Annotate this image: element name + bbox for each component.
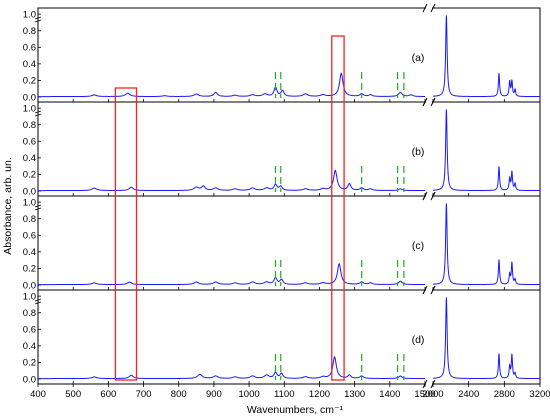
x-tick-label: 1300 xyxy=(344,389,365,400)
y-tick-label: 0.0 xyxy=(23,280,36,291)
x-tick-label: 800 xyxy=(171,389,187,400)
spectrum-line-fingerprint xyxy=(38,262,426,286)
spectrum-line-fingerprint xyxy=(38,355,425,380)
axis-break-mark xyxy=(422,191,428,201)
highlight-box xyxy=(114,87,138,381)
spectrum-panel: 0.0 0.2 0.4 0.6 0.8 1.0 (d) xyxy=(23,285,541,389)
x-tick-label: 3200 xyxy=(529,389,550,400)
y-tick-label: 1.0 xyxy=(23,9,36,20)
y-break-mark xyxy=(34,113,42,117)
y-tick-label: 0.4 xyxy=(23,153,36,164)
y-tick-label: 0.0 xyxy=(23,92,36,103)
y-tick-label: 0.6 xyxy=(23,231,36,242)
spectrum-line-high xyxy=(432,109,540,192)
y-break-mark xyxy=(34,16,42,20)
x-tick-label: 400 xyxy=(30,389,46,400)
axis-break-mark xyxy=(430,285,436,295)
spectrum-line-high xyxy=(432,297,540,380)
x-tick-label: 1100 xyxy=(274,389,294,400)
x-tick-label: 1500 xyxy=(414,389,435,400)
x-tick-label: 700 xyxy=(136,389,152,400)
spectrum-line-fingerprint xyxy=(38,72,425,98)
y-break-mark xyxy=(34,19,42,23)
axis-break-mark xyxy=(422,3,428,13)
y-break-mark xyxy=(34,110,42,114)
axis-break-mark xyxy=(430,3,436,13)
y-tick-label: 0.8 xyxy=(23,26,36,37)
y-tick-label: 1.0 xyxy=(23,197,36,208)
y-tick-label: 0.8 xyxy=(23,308,36,319)
spectrum-panel: 0.0 0.2 0.4 0.6 0.8 1.0 (a) xyxy=(23,3,541,107)
highlight-box xyxy=(331,35,345,381)
y-tick-label: 0.2 xyxy=(23,170,36,181)
y-tick-label: 0.8 xyxy=(23,214,36,225)
y-break-mark xyxy=(34,204,42,208)
panel-label: (c) xyxy=(412,240,424,252)
x-tick-label: 2800 xyxy=(494,389,515,400)
spectrum-panel: 0.0 0.2 0.4 0.6 0.8 1.0 (c) xyxy=(23,191,541,295)
panel-label: (a) xyxy=(412,52,425,64)
y-tick-label: 0.0 xyxy=(23,374,36,385)
axis-break-gap xyxy=(426,192,432,200)
panel-frame xyxy=(37,101,541,197)
panel-frame xyxy=(37,289,541,385)
panel-frame xyxy=(37,195,541,291)
x-tick-label: 500 xyxy=(65,389,81,400)
y-tick-label: 0.4 xyxy=(23,247,36,258)
x-tick-label: 1400 xyxy=(379,389,400,400)
y-tick-label: 1.0 xyxy=(23,103,36,114)
y-tick-label: 0.6 xyxy=(23,325,36,336)
panel-label: (d) xyxy=(412,334,425,346)
panel-frame xyxy=(37,7,541,103)
spectrum-line-high xyxy=(432,203,540,286)
axis-break-gap xyxy=(426,380,432,388)
y-tick-label: 0.2 xyxy=(23,76,36,87)
axis-break-mark xyxy=(430,191,436,201)
x-tick-label: 2400 xyxy=(458,389,479,400)
y-tick-label: 0.0 xyxy=(23,186,36,197)
panel-label: (b) xyxy=(412,146,425,158)
x-axis: 400 500 600 700 800 900 1000 1100 1200 1300 1400 15… xyxy=(30,384,550,400)
y-tick-label: 0.6 xyxy=(23,43,36,54)
x-tick-label: 1000 xyxy=(239,389,260,400)
y-tick-label: 0.6 xyxy=(23,137,36,148)
y-tick-label: 0.4 xyxy=(23,59,36,70)
y-tick-label: 0.4 xyxy=(23,341,36,352)
axis-break-mark xyxy=(430,97,436,107)
x-tick-label: 600 xyxy=(100,389,116,400)
axis-break-mark xyxy=(422,97,428,107)
y-axis-title: Absorbance, arb. un. xyxy=(2,157,14,254)
spectrum-line-fingerprint xyxy=(38,169,426,192)
axis-break-gap xyxy=(426,286,432,294)
axis-break-mark xyxy=(422,285,428,295)
x-tick-label: 1200 xyxy=(309,389,330,400)
x-tick-label: 2000 xyxy=(422,389,443,400)
spectrum-line-high xyxy=(432,15,540,98)
y-break-mark xyxy=(34,298,42,302)
y-tick-label: 1.0 xyxy=(23,291,36,302)
y-tick-label: 0.2 xyxy=(23,358,36,369)
y-tick-label: 0.2 xyxy=(23,264,36,275)
overlay-layer xyxy=(114,35,345,381)
x-axis-title: Wavenumbers, cm⁻¹ xyxy=(247,404,344,416)
y-break-mark xyxy=(34,301,42,305)
axis-break-gap xyxy=(426,4,432,12)
y-break-mark xyxy=(34,207,42,211)
x-tick-label: 900 xyxy=(206,389,222,400)
spectrum-panel: 0.0 0.2 0.4 0.6 0.8 1.0 (b) xyxy=(23,97,541,201)
y-tick-label: 0.8 xyxy=(23,120,36,131)
axis-break-gap xyxy=(426,98,432,106)
panels-layer: 0.0 0.2 0.4 0.6 0.8 1.0 (a) 0.0 0.2 0.4 0.6 0.8 1.0 (… xyxy=(23,3,541,389)
